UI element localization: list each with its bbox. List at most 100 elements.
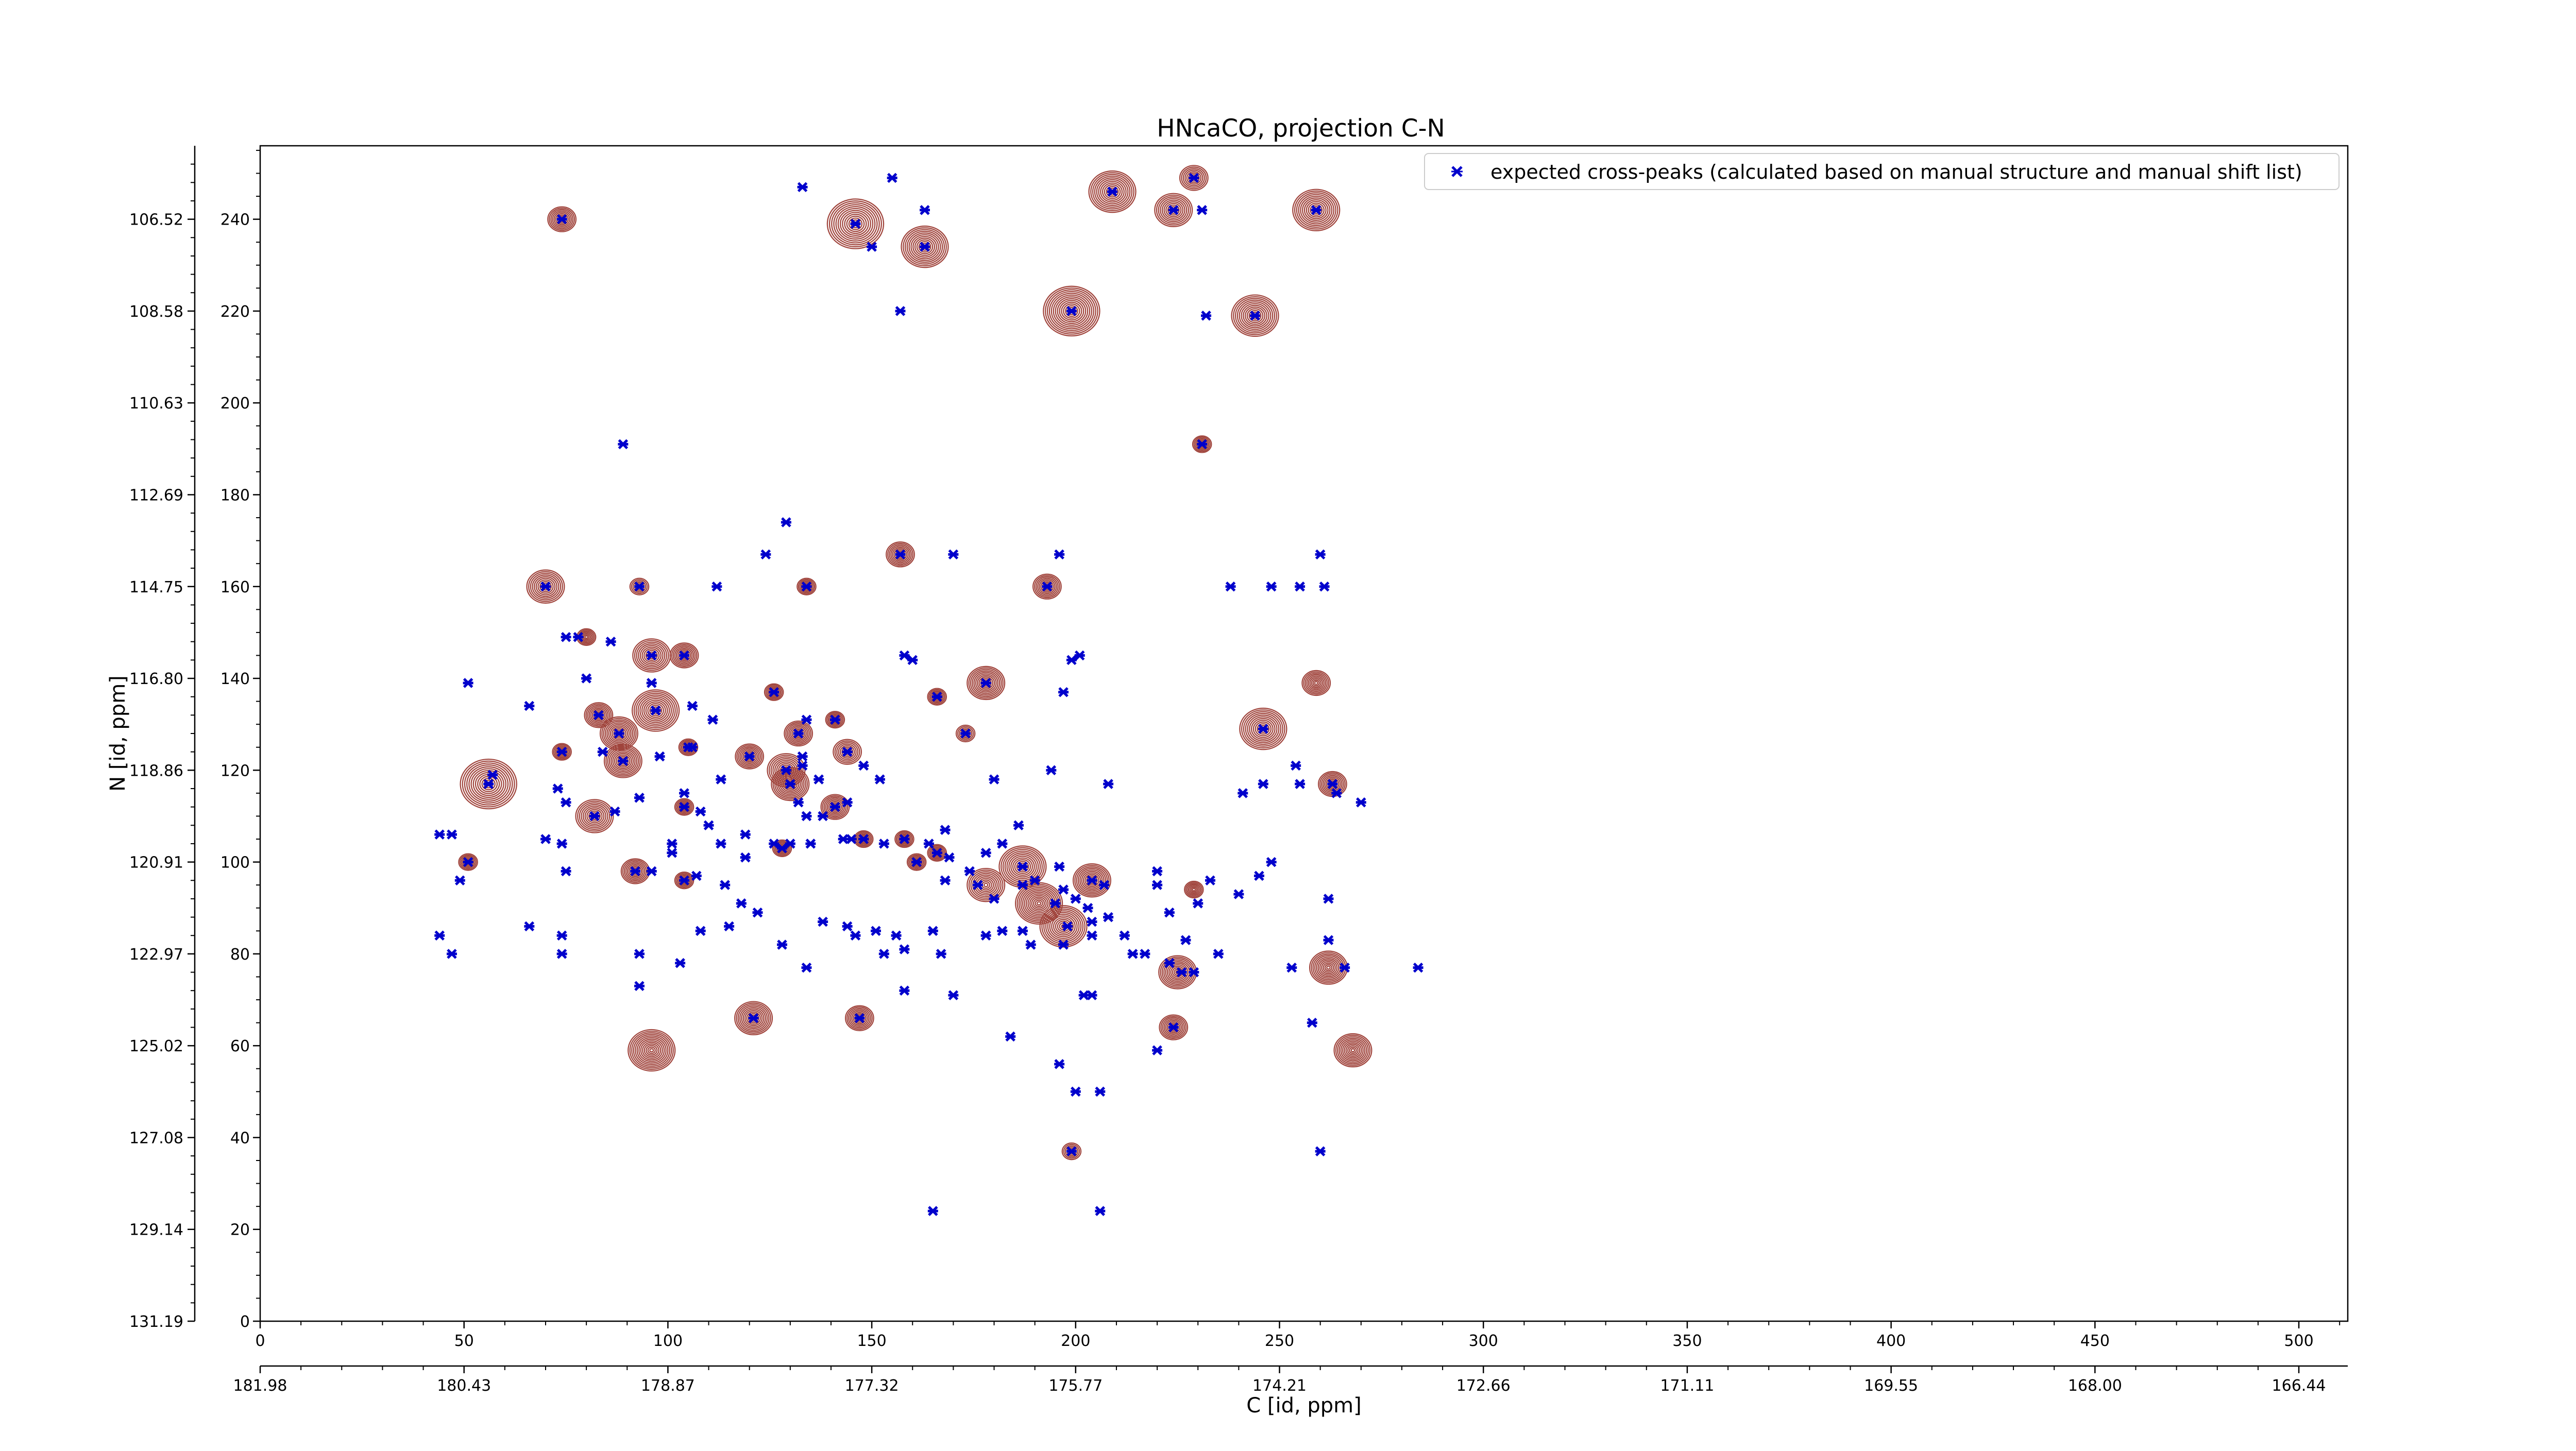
contour-ring [1047,912,1080,941]
cross-peak-marker [716,774,726,784]
contour-ring [647,1046,656,1054]
contour-ring [678,875,690,886]
cross-peak-marker [777,940,787,950]
contour-ring [1319,772,1346,796]
contour-ring [1303,671,1330,695]
contour-ring [1045,910,1082,943]
cross-peak-marker [1327,779,1338,789]
cross-peak-marker [1054,549,1065,560]
contour-ring [831,202,880,246]
contour-ring [678,801,690,812]
cross-peak-marker [805,839,816,849]
contour-ring [1100,180,1125,203]
contour-ring [892,547,909,562]
cross-peak-marker [1119,930,1130,941]
cross-peak-marker [972,880,983,890]
contour-ring [856,832,871,846]
cross-peak-marker [1193,898,1204,909]
y-ppm-tick-label: 114.75 [129,578,183,596]
contour-ring [675,799,693,815]
cross-peak-marker [1103,779,1114,789]
contour-ring [539,581,552,592]
cross-peak-marker [1250,311,1261,321]
contour-ring [1326,965,1331,970]
contour-ring [970,669,1002,697]
cross-peak-marker [948,549,959,560]
cross-peak-marker [793,797,804,808]
cross-peak-marker [687,701,698,711]
contour-ring [1317,958,1340,978]
x-tick-label: 450 [2080,1332,2110,1350]
contour-ring [1252,720,1274,738]
x-tick-label: 100 [653,1332,683,1350]
contour-ring [1061,1142,1082,1160]
cross-peak-marker [1062,921,1073,932]
contour-ring [906,230,943,263]
x-tick-label: 350 [1672,1332,1702,1350]
cross-peak-marker [814,774,824,784]
cross-peak-marker [1307,1017,1317,1028]
contour-ring [1032,573,1062,600]
cross-peak-marker [589,811,600,822]
legend: expected cross-peaks (calculated based o… [1424,153,2340,190]
contour-ring [1063,303,1080,319]
cross-peak-marker [1189,173,1199,183]
contour-ring [1061,301,1082,321]
contour-ring [826,712,844,728]
cross-peak-marker [927,926,938,936]
contour-ring [909,856,924,869]
y-ppm-tick-layer: 131.19 129.14 127.08 125.02 122.97 120.91 118.… [129,163,195,1331]
cross-peak-marker [716,839,726,849]
cross-peak-marker [556,214,567,225]
x-tick-label: 400 [1876,1332,1906,1350]
contour-ring [1160,198,1188,223]
x-tick-label: 0 [255,1332,265,1350]
contour-ring [614,753,632,770]
contour-ring [1106,186,1119,198]
cross-peak-marker [1029,875,1040,886]
cross-peak-marker [1168,205,1179,215]
cross-peak-marker [1087,930,1097,941]
cross-peak-marker [936,949,946,959]
contour-ring [739,1005,768,1031]
x-ppm-tick-label: 174.21 [1252,1377,1307,1395]
cross-peak-marker [1253,870,1264,881]
contour-ring [1308,675,1325,691]
contour-ring [741,749,758,764]
contour-ring [841,746,853,757]
contour-ring [675,873,693,889]
contour-ring [1241,303,1269,329]
y-ppm-tick-label: 108.58 [129,303,183,321]
cross-peak-marker [609,806,620,817]
contour-ring [623,861,647,882]
contour-ring [1249,716,1278,742]
contour-ring [833,739,862,765]
contour-ring [1337,1036,1369,1065]
contour-ring [583,806,606,827]
cross-peak-marker [597,746,608,757]
contour-ring [844,213,867,234]
y-tick-label: 240 [221,211,250,229]
contour-ring [1333,1033,1372,1068]
contour-ring [1154,193,1193,227]
cross-peak-marker [1258,779,1268,789]
y-tick-label: 40 [230,1129,250,1147]
contour-ring [978,676,994,690]
contour-ring [603,719,635,748]
contour-ring [641,646,662,664]
cross-peak-marker [874,774,885,784]
cross-peak-marker [1058,884,1069,895]
contour-ring [784,720,814,747]
cross-peak-marker [556,839,567,849]
y-axis-label: N [id, ppm] [106,675,130,792]
contour-ring [1338,1037,1367,1063]
contour-ring [1243,711,1283,747]
contour-ring [466,764,511,804]
cross-peak-marker [797,751,808,762]
contour-ring [1039,905,1088,948]
contour-ring [826,799,844,815]
contour-ring [1046,289,1096,333]
cross-peak-marker [989,774,999,784]
cross-peak-marker [618,439,629,450]
cross-peak-marker [1164,907,1175,918]
